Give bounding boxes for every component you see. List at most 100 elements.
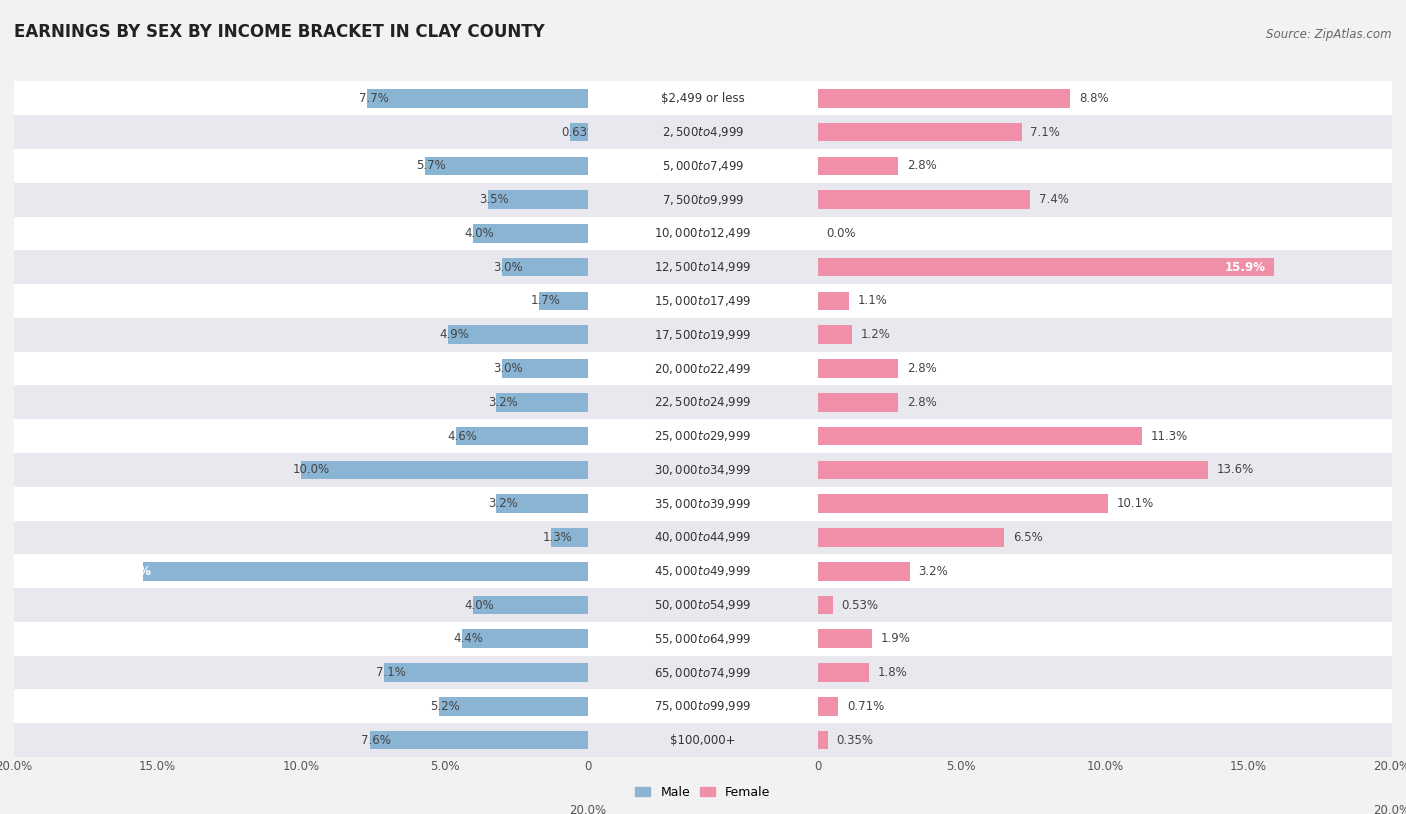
Bar: [818, 284, 1392, 317]
Bar: [818, 123, 1022, 142]
Bar: [496, 393, 588, 412]
Bar: [818, 596, 832, 615]
Bar: [14, 250, 588, 284]
Text: 1.1%: 1.1%: [858, 295, 887, 308]
Text: EARNINGS BY SEX BY INCOME BRACKET IN CLAY COUNTY: EARNINGS BY SEX BY INCOME BRACKET IN CLA…: [14, 23, 544, 41]
Bar: [588, 115, 818, 149]
Text: $12,500 to $14,999: $12,500 to $14,999: [654, 260, 752, 274]
Bar: [384, 663, 588, 682]
Bar: [818, 419, 1392, 453]
Bar: [14, 115, 588, 149]
Bar: [818, 494, 1108, 513]
Text: 8.8%: 8.8%: [1078, 92, 1109, 105]
Bar: [818, 352, 1392, 386]
Bar: [14, 352, 588, 386]
Bar: [502, 258, 588, 277]
Bar: [14, 81, 588, 115]
Bar: [14, 724, 588, 757]
Text: 5.2%: 5.2%: [430, 700, 460, 713]
Bar: [818, 487, 1392, 521]
Text: $100,000+: $100,000+: [671, 733, 735, 746]
Bar: [818, 359, 898, 378]
Bar: [818, 622, 1392, 656]
Text: 1.8%: 1.8%: [879, 666, 908, 679]
Bar: [588, 217, 818, 251]
Text: 0.53%: 0.53%: [842, 598, 879, 611]
Bar: [14, 385, 588, 419]
Bar: [14, 521, 588, 554]
Text: $20,000 to $22,499: $20,000 to $22,499: [654, 361, 752, 375]
Bar: [818, 427, 1142, 445]
Bar: [488, 190, 588, 209]
Bar: [14, 149, 588, 182]
Text: 15.5%: 15.5%: [111, 565, 152, 578]
Bar: [588, 284, 818, 317]
Bar: [14, 554, 588, 588]
Bar: [456, 427, 588, 445]
Text: 4.0%: 4.0%: [465, 598, 495, 611]
Text: 7.6%: 7.6%: [361, 733, 391, 746]
Text: $22,500 to $24,999: $22,500 to $24,999: [654, 396, 752, 409]
Bar: [818, 588, 1392, 622]
Text: $5,000 to $7,499: $5,000 to $7,499: [662, 159, 744, 173]
Text: $17,500 to $19,999: $17,500 to $19,999: [654, 328, 752, 342]
Bar: [588, 554, 818, 588]
Bar: [818, 317, 1392, 352]
Bar: [818, 521, 1392, 554]
Bar: [818, 731, 828, 750]
Text: 3.0%: 3.0%: [494, 362, 523, 375]
Text: 15.9%: 15.9%: [1225, 260, 1265, 274]
Bar: [818, 190, 1031, 209]
Text: 20.0%: 20.0%: [1374, 804, 1406, 814]
Bar: [818, 663, 869, 682]
Bar: [588, 689, 818, 724]
Bar: [818, 182, 1392, 217]
Text: 11.3%: 11.3%: [1152, 430, 1188, 443]
Bar: [588, 724, 818, 757]
Bar: [474, 224, 588, 243]
Text: $7,500 to $9,999: $7,500 to $9,999: [662, 193, 744, 207]
Text: 6.5%: 6.5%: [1014, 531, 1043, 544]
Text: 4.9%: 4.9%: [439, 328, 468, 341]
Bar: [818, 689, 1392, 724]
Text: 3.2%: 3.2%: [488, 497, 517, 510]
Text: $55,000 to $64,999: $55,000 to $64,999: [654, 632, 752, 646]
Bar: [14, 487, 588, 521]
Legend: Male, Female: Male, Female: [630, 781, 776, 803]
Bar: [818, 81, 1392, 115]
Bar: [14, 588, 588, 622]
Bar: [425, 156, 588, 175]
Bar: [588, 250, 818, 284]
Bar: [14, 689, 588, 724]
Bar: [588, 182, 818, 217]
Bar: [463, 629, 588, 648]
Text: 0.35%: 0.35%: [837, 733, 873, 746]
Text: $10,000 to $12,499: $10,000 to $12,499: [654, 226, 752, 240]
Text: $45,000 to $49,999: $45,000 to $49,999: [654, 564, 752, 578]
Text: $40,000 to $44,999: $40,000 to $44,999: [654, 531, 752, 545]
Text: $65,000 to $74,999: $65,000 to $74,999: [654, 666, 752, 680]
Bar: [447, 326, 588, 344]
Bar: [143, 562, 588, 580]
Text: 7.4%: 7.4%: [1039, 193, 1069, 206]
Bar: [14, 656, 588, 689]
Bar: [818, 385, 1392, 419]
Bar: [588, 656, 818, 689]
Bar: [14, 317, 588, 352]
Bar: [496, 494, 588, 513]
Text: 4.4%: 4.4%: [453, 632, 484, 646]
Bar: [818, 326, 852, 344]
Text: 1.9%: 1.9%: [882, 632, 911, 646]
Bar: [588, 622, 818, 656]
Text: 7.1%: 7.1%: [375, 666, 405, 679]
Bar: [818, 89, 1070, 107]
Text: 2.8%: 2.8%: [907, 396, 936, 409]
Text: $2,500 to $4,999: $2,500 to $4,999: [662, 125, 744, 139]
Text: 10.1%: 10.1%: [1116, 497, 1153, 510]
Text: 0.63%: 0.63%: [561, 125, 599, 138]
Bar: [551, 528, 588, 547]
Text: 0.71%: 0.71%: [846, 700, 884, 713]
Text: 2.8%: 2.8%: [907, 362, 936, 375]
Bar: [367, 89, 588, 107]
Text: $75,000 to $99,999: $75,000 to $99,999: [654, 699, 752, 713]
